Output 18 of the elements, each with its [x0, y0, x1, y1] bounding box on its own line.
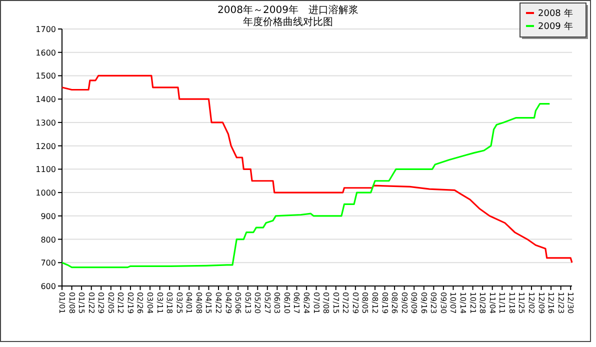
- y-tick-label: 900: [40, 212, 56, 221]
- y-tick-label: 1700: [36, 25, 56, 34]
- legend-label: 2009 年: [538, 21, 573, 32]
- y-tick-label: 1500: [36, 72, 56, 81]
- chart-title: 2008年～2009年 进口溶解浆: [218, 4, 358, 16]
- y-tick-label: 1200: [36, 142, 56, 151]
- y-tick-label: 1300: [36, 118, 56, 128]
- y-tick-label: 700: [40, 258, 56, 268]
- y-tick-label: 1400: [36, 95, 56, 104]
- line-series: [61, 74, 573, 264]
- y-tick-label: 600: [40, 282, 56, 291]
- y-tick-label: 1100: [36, 165, 56, 174]
- y-tick-label: 1600: [36, 48, 56, 58]
- legend-label: 2008 年: [538, 8, 573, 19]
- line-series: [61, 102, 550, 268]
- y-tick-label: 800: [40, 235, 56, 244]
- chart-subtitle: 年度价格曲线对比图: [243, 16, 333, 28]
- y-tick-label: 1000: [36, 188, 56, 198]
